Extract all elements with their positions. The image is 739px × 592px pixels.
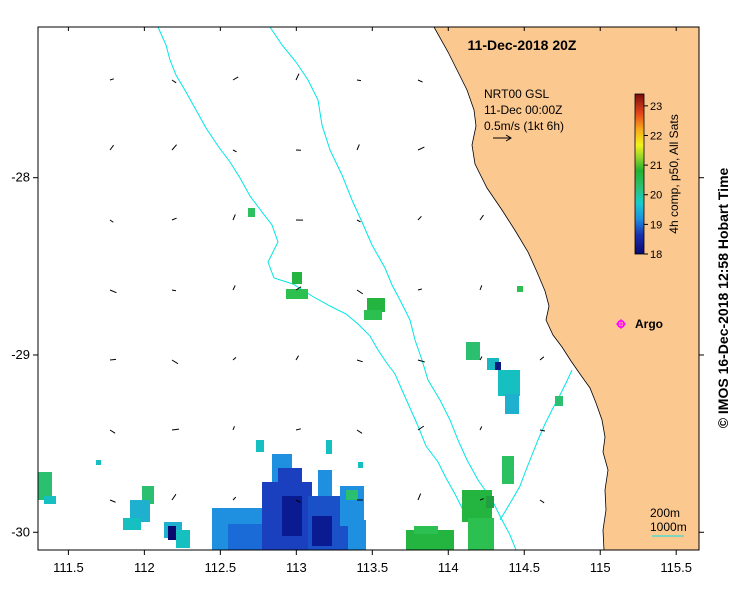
x-tick-label: 114 xyxy=(438,560,459,575)
contour-legend-200m: 200m xyxy=(650,506,680,520)
colorbar-tick-label: 21 xyxy=(650,160,662,172)
x-tick-label: 112 xyxy=(134,560,155,575)
colorbar-ticks: 18 19 20 21 22 23 xyxy=(644,101,662,261)
velocity-legend-date: 11-Dec 00:00Z xyxy=(484,103,563,117)
velocity-arrow xyxy=(417,79,423,83)
velocity-legend-source: NRT00 GSL xyxy=(484,87,549,101)
velocity-arrow xyxy=(109,78,114,81)
x-tick-label: 113.5 xyxy=(357,560,389,575)
argo-label: Argo xyxy=(635,317,663,331)
velocity-arrow xyxy=(295,73,300,81)
velocity-arrow xyxy=(417,288,422,291)
x-tick-label: 111.5 xyxy=(53,560,84,575)
velocity-arrow xyxy=(171,217,177,221)
x-tick-label: 115 xyxy=(590,560,611,575)
colorbar-tick-label: 18 xyxy=(650,249,662,261)
colorbar-label: 4h comp, p50, All Sats xyxy=(667,114,681,233)
argo-float-marker xyxy=(616,319,626,329)
x-tick-label: 112.5 xyxy=(205,560,237,575)
colorbar-tick-label: 20 xyxy=(650,190,662,202)
velocity-arrow xyxy=(539,429,546,432)
velocity-arrow xyxy=(232,214,236,221)
y-tick-label: -28 xyxy=(11,170,30,185)
velocity-arrow xyxy=(417,425,425,431)
velocity-arrow xyxy=(109,429,116,434)
velocity-arrow xyxy=(109,289,117,294)
land-mass xyxy=(433,27,699,550)
velocity-arrow xyxy=(171,79,177,84)
velocity-arrow xyxy=(171,359,179,365)
contour-200m xyxy=(269,27,517,550)
velocity-arrow xyxy=(479,285,483,291)
arrow-right-icon xyxy=(493,134,512,142)
velocity-arrow xyxy=(232,496,237,501)
velocity-legend-scale: 0.5m/s (1kt 6h) xyxy=(484,119,564,133)
velocity-vectors xyxy=(109,73,546,504)
credit-text: © IMOS 16-Dec-2018 12:58 Hobart Time xyxy=(715,167,731,429)
map-frame xyxy=(37,26,700,551)
velocity-arrow xyxy=(232,426,235,431)
velocity-arrow xyxy=(417,359,425,363)
velocity-arrow xyxy=(417,493,422,501)
velocity-arrow xyxy=(479,498,484,501)
velocity-arrow xyxy=(539,356,545,361)
velocity-arrow xyxy=(232,76,239,81)
map-title: 11-Dec-2018 20Z xyxy=(468,37,577,53)
velocity-arrow xyxy=(356,144,360,151)
velocity-arrow xyxy=(417,146,425,151)
velocity-arrow xyxy=(479,426,483,431)
colorbar-tick-label: 23 xyxy=(650,101,662,113)
contour-200m-inner xyxy=(499,369,573,521)
velocity-arrow xyxy=(295,355,299,361)
velocity-arrow xyxy=(356,79,362,82)
velocity-arrow xyxy=(479,356,483,361)
velocity-arrow xyxy=(539,499,545,504)
x-tick-label: 113 xyxy=(286,560,307,575)
velocity-arrow xyxy=(295,286,302,291)
x-axis: 111.5 112 112.5 113 113.5 114 114.5 115 115.5 xyxy=(53,27,692,575)
velocity-arrow xyxy=(171,428,180,431)
x-tick-label: 115.5 xyxy=(660,560,692,575)
velocity-arrow xyxy=(171,289,177,292)
velocity-arrow xyxy=(356,289,364,295)
velocity-arrow xyxy=(295,428,301,431)
velocity-arrow xyxy=(109,499,116,503)
credit-text-container: © IMOS 16-Dec-2018 12:58 Hobart Time xyxy=(712,18,734,578)
y-axis: -28 -29 -30 xyxy=(11,170,704,539)
velocity-arrow xyxy=(109,144,114,151)
velocity-arrow xyxy=(109,358,117,361)
velocity-arrow xyxy=(232,357,237,361)
velocity-arrow xyxy=(109,219,114,223)
colorbar xyxy=(634,93,645,255)
sst-pixels xyxy=(38,208,563,550)
contour-1000m xyxy=(157,27,477,550)
velocity-arrow xyxy=(479,214,484,221)
y-tick-label: -29 xyxy=(11,347,30,362)
contour-legend-1000m: 1000m xyxy=(650,520,687,534)
velocity-arrow xyxy=(232,285,236,291)
velocity-arrow xyxy=(356,429,363,434)
velocity-arrow xyxy=(356,359,363,363)
x-tick-label: 114.5 xyxy=(508,560,540,575)
velocity-arrow xyxy=(171,493,177,501)
velocity-arrow xyxy=(295,499,301,503)
velocity-arrow xyxy=(232,149,237,153)
velocity-arrow xyxy=(356,219,361,223)
colorbar-tick-label: 22 xyxy=(650,130,662,142)
velocity-arrow xyxy=(171,144,177,151)
y-tick-label: -30 xyxy=(11,524,30,539)
velocity-arrow xyxy=(417,215,422,221)
colorbar-tick-label: 19 xyxy=(650,219,662,231)
